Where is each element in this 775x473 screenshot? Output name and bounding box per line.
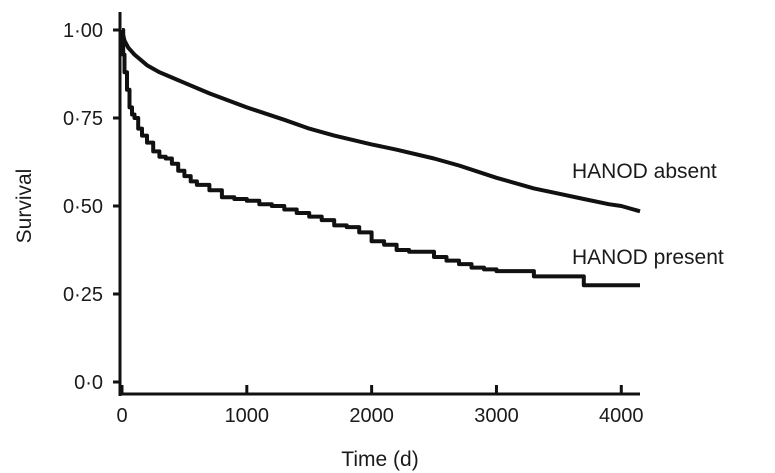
series-label-hanod-present: HANOD present (572, 246, 724, 269)
x-tick-label-3: 3000 (474, 405, 519, 427)
series-line-1 (121, 28, 640, 288)
axis-ticks: 0·0 0·25 0·50 0·75 1·00 0 1000 2000 3000 4000 (63, 20, 644, 427)
y-tick-label-0: 0·0 (74, 372, 103, 394)
y-tick-label-1: 0·25 (63, 284, 103, 306)
y-tick-label-4: 1·00 (63, 20, 103, 42)
x-tick-label-0: 0 (116, 405, 127, 427)
x-tick-label-2: 2000 (349, 405, 394, 427)
y-tick-label-2: 0·50 (63, 196, 103, 218)
y-axis-title: Survival (13, 169, 36, 244)
axes (118, 12, 640, 396)
series-lines (120, 28, 641, 288)
x-tick-label-1: 1000 (225, 405, 270, 427)
y-tick-label-3: 0·75 (63, 108, 103, 130)
x-axis-title: Time (d) (341, 448, 418, 471)
x-tick-label-4: 4000 (599, 405, 644, 427)
series-label-hanod-absent: HANOD absent (572, 160, 717, 183)
series-line-0 (120, 29, 641, 214)
